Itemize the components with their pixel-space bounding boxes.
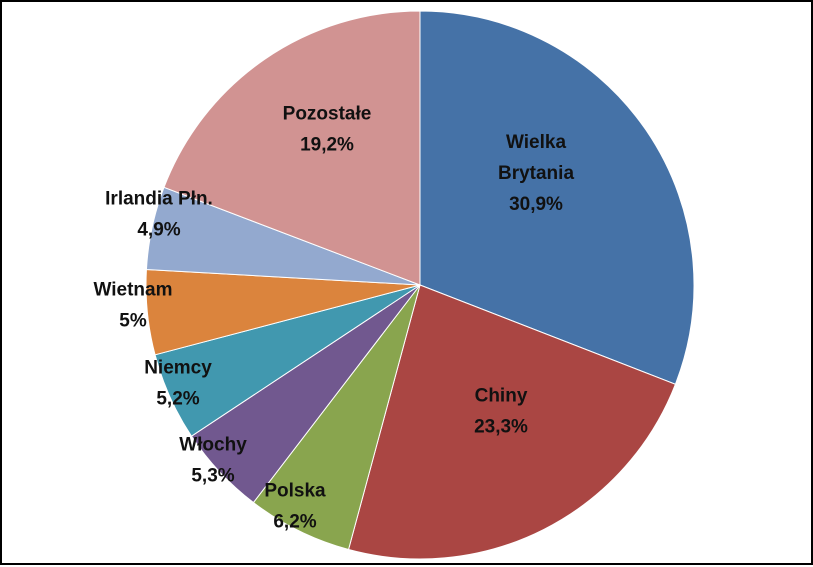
slice-label-0: Wielka Brytania 30,9%: [498, 132, 574, 215]
slice-labels: Wielka Brytania 30,9% Chiny 23,3% Polska 6,2% W…: [93, 104, 574, 533]
pie-slices: [145, 10, 695, 560]
slice-label-4: Niemcy 5,2%: [144, 358, 212, 410]
slice-label-2: Polska 6,2%: [264, 481, 326, 533]
slice-label-3: Włochy 5,3%: [179, 435, 247, 487]
slice-label-6: Irlandia Płn. 4,9%: [105, 189, 213, 241]
slice-label-5: Wietnam 5%: [93, 280, 172, 332]
pie-slice-7: [163, 10, 421, 286]
slice-label-7: Pozostałe 19,2%: [283, 104, 372, 156]
slice-label-1: Chiny 23,3%: [474, 386, 528, 438]
pie-slice-0: [419, 10, 695, 385]
pie-slice-1: [347, 284, 677, 560]
